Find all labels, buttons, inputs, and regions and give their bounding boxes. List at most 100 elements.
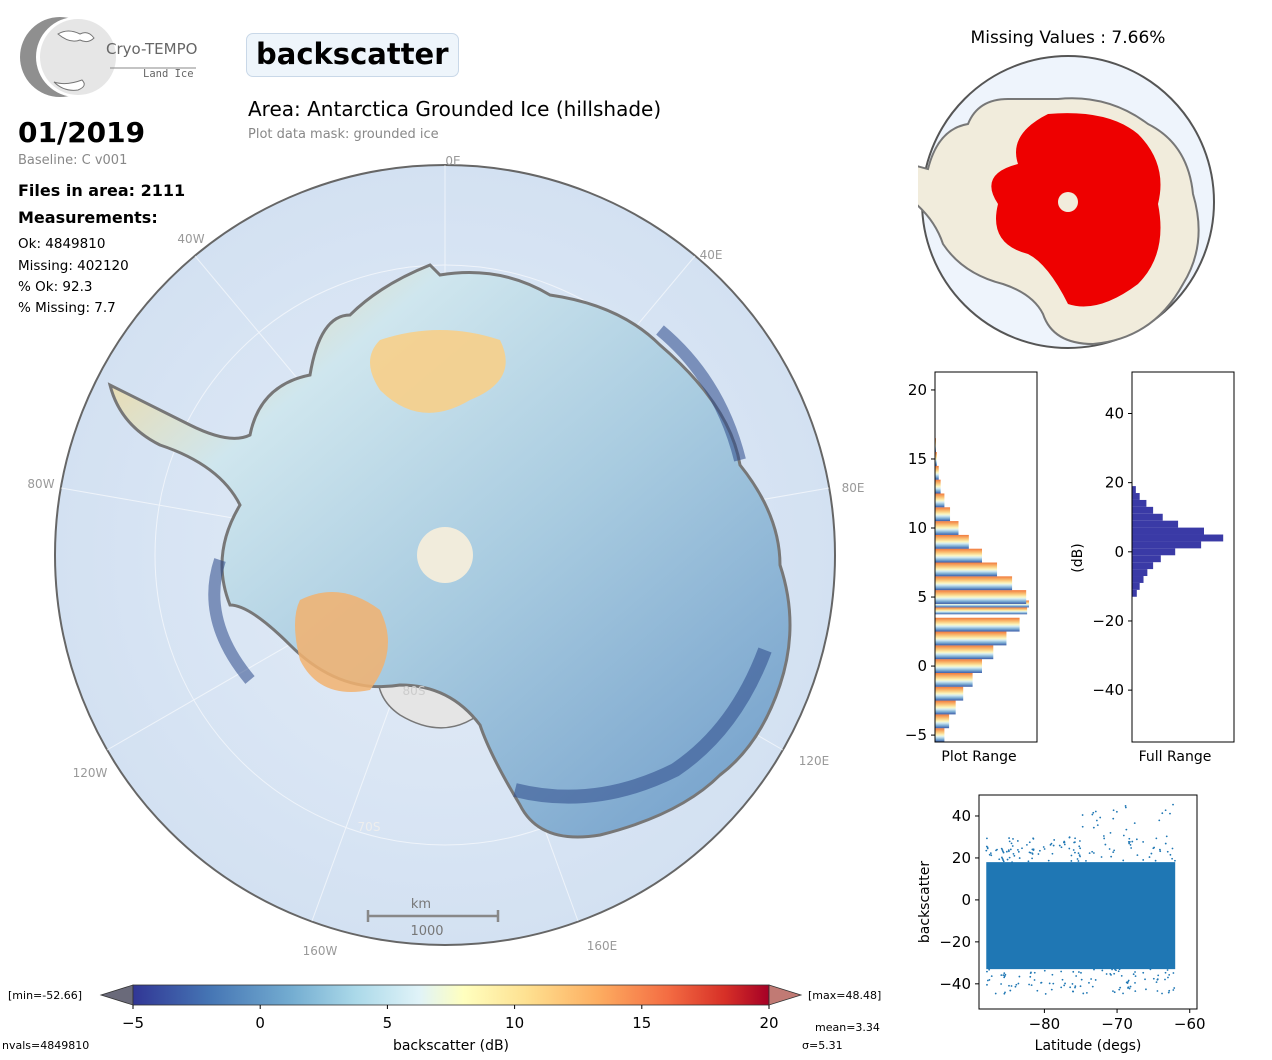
scatter-point (1091, 813, 1094, 816)
scatter-point (1060, 986, 1063, 989)
scatter-point (1169, 853, 1172, 856)
scatter-point (1091, 985, 1094, 988)
scatter-point (1077, 860, 1080, 862)
scatter-ytick-label: −40 (939, 975, 971, 993)
plot-range-ticks: −5 0 5 10 15 20 (905, 381, 935, 744)
scatter-ylabel: backscatter (917, 861, 933, 943)
scatter-point (1119, 986, 1122, 989)
scatter-point (990, 854, 993, 857)
full-range-bar (1132, 486, 1136, 494)
plot-range-histogram: −5 0 5 10 15 20 Plot Range (905, 371, 1038, 765)
plot-range-tick-label: 10 (908, 519, 927, 537)
full-range-bars (1132, 486, 1224, 597)
scatter-point (1028, 983, 1030, 986)
scatter-point (1131, 840, 1134, 843)
scatter-point (1030, 971, 1032, 974)
scatter-point (1074, 986, 1076, 989)
missing-map-title: Missing Values : 7.66% (970, 28, 1166, 48)
scatter-point (988, 853, 991, 856)
scatter-ytick-label: −20 (939, 933, 971, 951)
scatter-point (1172, 989, 1175, 991)
scatter-point (1004, 991, 1006, 994)
scatter-point (1113, 972, 1116, 975)
scatter-point (988, 979, 991, 981)
scatter-point (1113, 991, 1116, 994)
scatter-point (1085, 859, 1087, 862)
scatter-point (1068, 836, 1071, 839)
scatter-point (1111, 968, 1113, 971)
stat-ok: Ok: 4849810 (18, 236, 106, 252)
scatter-point (1011, 845, 1014, 847)
scatter-point (1053, 839, 1056, 841)
scalebar (366, 910, 500, 922)
cryo-tempo-logo: Cryo-TEMPO Land Ice (18, 16, 203, 100)
scatter-point (1166, 969, 1169, 971)
scatter-point (1048, 982, 1051, 985)
latitude-scatter-plot: −40 −20 0 20 40 −80 −70 −60 backscatter Latitud… (917, 794, 1206, 1054)
scatter-point (1013, 854, 1016, 857)
scatter-xtick-label: −60 (1174, 1015, 1206, 1033)
plot-range-bars (935, 438, 1029, 742)
scatter-point (1096, 824, 1099, 827)
scatter-point (1150, 852, 1153, 855)
scatter-point (1142, 841, 1145, 843)
scatter-point (1043, 969, 1046, 972)
baseline-label: Baseline: C v001 (18, 153, 128, 168)
colorbar-label: backscatter (dB) (393, 1038, 509, 1054)
scatter-point (1149, 968, 1152, 971)
scatter-point (1152, 977, 1155, 980)
scatter-point (1129, 985, 1132, 988)
colorbar-tick-label: 15 (632, 1014, 651, 1032)
plot-range-bar (935, 714, 950, 729)
full-range-tick-label: −20 (1092, 612, 1124, 630)
full-range-bar (1132, 534, 1224, 542)
lon-label-80e: 80E (842, 481, 865, 495)
full-range-tick-label: 20 (1105, 474, 1124, 492)
scatter-point (1021, 847, 1023, 850)
mask-text: Plot data mask: grounded ice (248, 127, 439, 142)
plot-range-bar (935, 672, 973, 687)
scatter-point (1124, 805, 1127, 807)
scatter-point (1078, 971, 1080, 973)
scatter-point (1076, 858, 1079, 860)
plot-range-bar (935, 645, 994, 660)
scatter-point (1002, 851, 1005, 854)
scatter-point (1094, 979, 1097, 981)
scatter-point (1144, 978, 1146, 981)
measurements-heading: Measurements: (18, 208, 158, 227)
scatter-point (1167, 991, 1170, 994)
plot-range-bar (935, 521, 959, 535)
scatter-point (1103, 837, 1106, 840)
scatter-point (1017, 982, 1020, 985)
scatter-point (1080, 971, 1082, 974)
plot-range-bar (935, 534, 969, 549)
scatter-point (996, 848, 998, 851)
scatter-point (1125, 828, 1128, 831)
scatter-ytick-label: 0 (961, 891, 971, 909)
scatter-point (1168, 989, 1171, 992)
scatter-point (988, 968, 991, 971)
scatter-point (1069, 986, 1072, 989)
scatter-point (1127, 841, 1130, 843)
scatter-point (1088, 852, 1091, 855)
full-range-ticks: −40 −20 0 20 40 (1092, 404, 1132, 699)
scatter-point (1127, 979, 1130, 982)
full-range-tick-label: 0 (1114, 543, 1124, 561)
scatter-point (1132, 973, 1135, 976)
scatter-point (1085, 991, 1088, 994)
scatter-point (1156, 990, 1159, 992)
scatter-point (1156, 978, 1159, 980)
scatter-point (1012, 838, 1014, 840)
scatter-point (1164, 842, 1167, 845)
colorbar-tick-label: 20 (759, 1014, 778, 1032)
scatter-point (1038, 849, 1041, 852)
scatter-point (1077, 852, 1080, 855)
scatter-point (990, 975, 993, 978)
scatter-point (1073, 841, 1076, 844)
scatter-point (1171, 847, 1174, 850)
scatter-point (1032, 849, 1035, 852)
full-range-bar (1132, 499, 1147, 507)
plot-range-bar (935, 686, 964, 701)
colorbar-mean: mean=3.34 (815, 1021, 880, 1034)
plot-range-bar (935, 548, 982, 563)
